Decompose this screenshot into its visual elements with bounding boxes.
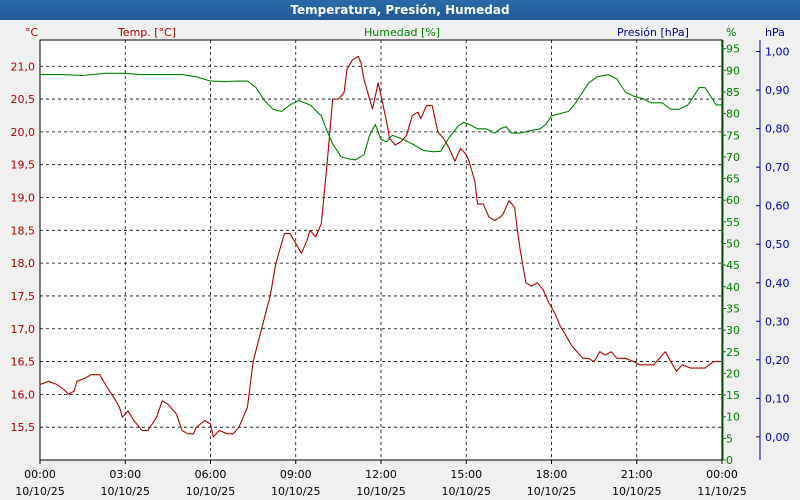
humidity-tick-label: 65 (726, 173, 740, 186)
chart-plot: 15,5 16,0 16,5 17,0 17,5 18,0 18,5 19,0 19,5 20,0… (11, 26, 790, 498)
pressure-tick-label: 0,00 (765, 431, 790, 444)
humidity-tick-label: 25 (726, 346, 740, 359)
humidity-tick-label: 70 (726, 151, 740, 164)
x-tick-date: 10/10/25 (271, 485, 320, 498)
pressure-tick-label: 0,20 (765, 354, 790, 367)
humidity-tick-label: 80 (726, 108, 740, 121)
temp-tick-label: 16,5 (11, 356, 36, 369)
humidity-series-line (40, 72, 722, 161)
humidity-tick-label: 20 (726, 367, 740, 380)
pressure-tick-label: 0,80 (765, 123, 790, 136)
humidity-axis-label: Humedad [%] (364, 26, 440, 39)
pressure-tick-label: 0,90 (765, 84, 790, 97)
pressure-tick-label: 0,60 (765, 200, 790, 213)
humidity-tick-label: 85 (726, 86, 740, 99)
temp-tick-label: 18,0 (11, 257, 36, 270)
x-tick-time: 15:00 (450, 468, 482, 481)
pressure-axis-label: Presión [hPa] (617, 26, 689, 39)
temp-unit-label: °C (25, 26, 39, 39)
x-tick-time: 09:00 (280, 468, 312, 481)
x-tick-date: 10/10/25 (527, 485, 576, 498)
humidity-tick-label: 30 (726, 324, 740, 337)
humidity-tick-label: 15 (726, 389, 740, 402)
temp-axis-label: Temp. [°C] (117, 26, 176, 39)
x-tick-date: 10/10/25 (612, 485, 661, 498)
humidity-tick-label: 5 (726, 432, 733, 445)
pressure-tick-label: 0,30 (765, 315, 790, 328)
pressure-tick-label: 0,50 (765, 238, 790, 251)
humidity-unit-label: % (726, 26, 736, 39)
x-tick-date: 10/10/25 (101, 485, 150, 498)
humidity-tick-label: 40 (726, 281, 740, 294)
temp-tick-label: 15,5 (11, 421, 36, 434)
humidity-tick-label: 55 (726, 216, 740, 229)
temp-tick-label: 17,5 (11, 290, 36, 303)
temp-tick-label: 19,0 (11, 192, 36, 205)
x-tick-time: 03:00 (109, 468, 141, 481)
pressure-tick-label: 0,40 (765, 277, 790, 290)
humidity-tick-label: 90 (726, 64, 740, 77)
humidity-tick-label: 0 (726, 454, 733, 467)
window-title: Temperatura, Presión, Humedad (0, 0, 800, 20)
x-tick-date: 10/10/25 (186, 485, 235, 498)
humidity-tick-label: 10 (726, 411, 740, 424)
x-tick-date: 10/10/25 (442, 485, 491, 498)
x-tick-time: 06:00 (195, 468, 227, 481)
pressure-tick-label: 1,00 (765, 46, 790, 59)
humidity-tick-label: 95 (726, 43, 740, 56)
temp-tick-label: 18,5 (11, 224, 36, 237)
temp-tick-label: 17,0 (11, 323, 36, 336)
pressure-tick-label: 0,10 (765, 392, 790, 405)
temp-tick-label: 21,0 (11, 60, 36, 73)
x-tick-time: 00:00 (706, 468, 738, 481)
temp-tick-label: 20,5 (11, 93, 36, 106)
temp-tick-label: 16,0 (11, 388, 36, 401)
humidity-tick-label: 45 (726, 259, 740, 272)
humidity-tick-label: 50 (726, 238, 740, 251)
humidity-tick-label: 75 (726, 129, 740, 142)
x-tick-date: 10/10/25 (15, 485, 64, 498)
pressure-unit-label: hPa (765, 26, 785, 39)
x-tick-time: 18:00 (536, 468, 568, 481)
x-tick-time: 00:00 (24, 468, 56, 481)
temp-tick-label: 20,0 (11, 126, 36, 139)
humidity-tick-label: 35 (726, 302, 740, 315)
x-tick-date: 10/10/25 (356, 485, 405, 498)
temp-tick-label: 19,5 (11, 159, 36, 172)
x-tick-time: 12:00 (365, 468, 397, 481)
pressure-tick-label: 0,70 (765, 161, 790, 174)
x-tick-date: 11/10/25 (697, 485, 746, 498)
x-tick-time: 21:00 (621, 468, 653, 481)
humidity-tick-label: 60 (726, 194, 740, 207)
